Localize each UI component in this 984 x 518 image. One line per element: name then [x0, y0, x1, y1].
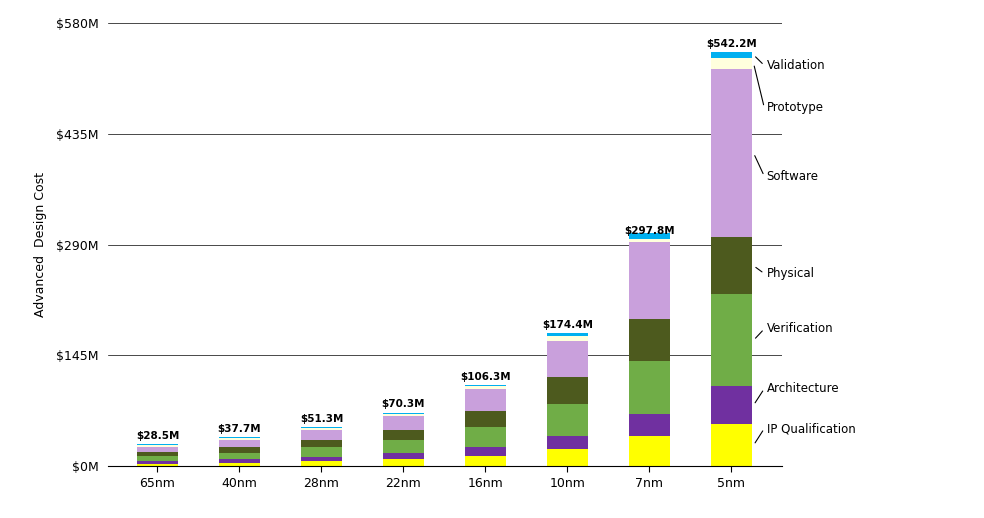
Bar: [465, 447, 506, 456]
Bar: [711, 57, 752, 69]
Bar: [219, 437, 260, 438]
Bar: [711, 52, 752, 57]
Bar: [383, 453, 424, 459]
Bar: [711, 69, 752, 237]
Bar: [629, 233, 670, 239]
Text: Physical: Physical: [767, 267, 815, 280]
Bar: [465, 385, 506, 386]
Text: $37.7M: $37.7M: [217, 424, 262, 435]
Bar: [711, 424, 752, 466]
Bar: [219, 463, 260, 466]
Bar: [547, 404, 588, 436]
Bar: [547, 377, 588, 404]
Bar: [137, 452, 178, 456]
Bar: [629, 319, 670, 361]
Text: IP Qualification: IP Qualification: [767, 422, 855, 435]
Bar: [301, 457, 342, 461]
Text: $174.4M: $174.4M: [542, 320, 593, 330]
Bar: [383, 440, 424, 453]
Text: $28.5M: $28.5M: [136, 431, 179, 441]
Y-axis label: Advanced  Design Cost: Advanced Design Cost: [34, 172, 47, 317]
Bar: [219, 440, 260, 447]
Bar: [629, 233, 670, 242]
Bar: [629, 242, 670, 319]
Bar: [383, 459, 424, 466]
Bar: [629, 436, 670, 466]
Text: Software: Software: [767, 169, 819, 183]
Bar: [301, 440, 342, 448]
Bar: [547, 436, 588, 450]
Bar: [137, 445, 178, 447]
Bar: [547, 450, 588, 466]
Bar: [383, 413, 424, 416]
Text: $51.3M: $51.3M: [300, 414, 343, 424]
Text: $297.8M: $297.8M: [624, 226, 675, 236]
Bar: [301, 429, 342, 440]
Text: Verification: Verification: [767, 322, 833, 335]
Bar: [547, 341, 588, 377]
Bar: [629, 414, 670, 436]
Bar: [711, 386, 752, 424]
Text: Validation: Validation: [767, 59, 826, 72]
Bar: [137, 464, 178, 466]
Bar: [383, 412, 424, 413]
Bar: [301, 427, 342, 428]
Text: $106.3M: $106.3M: [461, 372, 511, 382]
Bar: [629, 361, 670, 414]
Text: Architecture: Architecture: [767, 382, 839, 395]
Bar: [465, 386, 506, 390]
Bar: [465, 411, 506, 427]
Bar: [301, 461, 342, 466]
Text: $70.3M: $70.3M: [382, 399, 425, 409]
Bar: [711, 237, 752, 294]
Bar: [547, 333, 588, 336]
Bar: [219, 447, 260, 453]
Bar: [465, 427, 506, 447]
Bar: [219, 438, 260, 440]
Bar: [383, 430, 424, 440]
Bar: [137, 447, 178, 452]
Bar: [137, 444, 178, 445]
Bar: [383, 416, 424, 430]
Bar: [137, 456, 178, 461]
Bar: [547, 336, 588, 341]
Text: $542.2M: $542.2M: [707, 39, 757, 49]
Text: Prototype: Prototype: [767, 101, 824, 114]
Bar: [219, 453, 260, 459]
Bar: [137, 461, 178, 464]
Bar: [711, 294, 752, 386]
Bar: [219, 459, 260, 463]
Bar: [465, 456, 506, 466]
Bar: [301, 428, 342, 429]
Bar: [465, 390, 506, 411]
Bar: [301, 448, 342, 457]
